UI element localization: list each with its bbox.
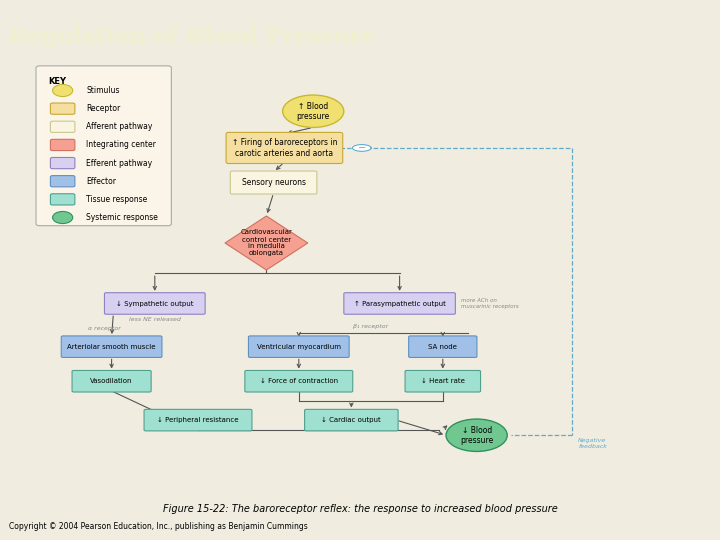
FancyBboxPatch shape bbox=[72, 370, 151, 392]
Text: ↓ Force of contraction: ↓ Force of contraction bbox=[260, 378, 338, 384]
Text: ↑ Firing of baroreceptors in
carotic arteries and aorta: ↑ Firing of baroreceptors in carotic art… bbox=[232, 138, 337, 158]
Text: Negative
feedback: Negative feedback bbox=[578, 438, 607, 449]
Text: Ventricular myocardium: Ventricular myocardium bbox=[257, 343, 341, 350]
Text: Cardiovascular
control center
in medulla
oblongata: Cardiovascular control center in medulla… bbox=[240, 230, 292, 256]
FancyBboxPatch shape bbox=[50, 176, 75, 187]
Text: ↑ Blood
pressure: ↑ Blood pressure bbox=[297, 102, 330, 121]
Text: Figure 15-22: The baroreceptor reflex: the response to increased blood pressure: Figure 15-22: The baroreceptor reflex: t… bbox=[163, 503, 557, 514]
FancyBboxPatch shape bbox=[305, 409, 398, 431]
FancyBboxPatch shape bbox=[104, 293, 205, 314]
Text: Sensory neurons: Sensory neurons bbox=[242, 178, 305, 187]
FancyBboxPatch shape bbox=[50, 139, 75, 151]
Text: ↓ Cardiac output: ↓ Cardiac output bbox=[322, 417, 381, 423]
FancyBboxPatch shape bbox=[344, 293, 455, 314]
Ellipse shape bbox=[53, 212, 73, 224]
Text: ↓ Heart rate: ↓ Heart rate bbox=[421, 378, 464, 384]
FancyBboxPatch shape bbox=[405, 370, 480, 392]
Text: Integrating center: Integrating center bbox=[86, 140, 156, 150]
Text: ↑ Parasympathetic output: ↑ Parasympathetic output bbox=[354, 300, 446, 307]
Text: less NE released: less NE released bbox=[129, 317, 181, 322]
Text: −: − bbox=[358, 143, 366, 153]
FancyBboxPatch shape bbox=[409, 336, 477, 357]
FancyBboxPatch shape bbox=[36, 66, 171, 226]
Text: Receptor: Receptor bbox=[86, 104, 121, 113]
FancyBboxPatch shape bbox=[50, 103, 75, 114]
Text: Copyright © 2004 Pearson Education, Inc., publishing as Benjamin Cummings: Copyright © 2004 Pearson Education, Inc.… bbox=[9, 522, 307, 531]
Ellipse shape bbox=[53, 84, 73, 97]
FancyBboxPatch shape bbox=[50, 194, 75, 205]
Text: SA node: SA node bbox=[428, 343, 457, 350]
Ellipse shape bbox=[446, 419, 508, 451]
FancyBboxPatch shape bbox=[248, 336, 349, 357]
FancyBboxPatch shape bbox=[245, 370, 353, 392]
Polygon shape bbox=[353, 145, 372, 151]
Text: more ACh on
muscarinic receptors: more ACh on muscarinic receptors bbox=[461, 298, 518, 309]
Text: α receptor: α receptor bbox=[88, 327, 121, 332]
FancyBboxPatch shape bbox=[50, 121, 75, 132]
Text: ↓ Blood
pressure: ↓ Blood pressure bbox=[460, 426, 493, 445]
FancyBboxPatch shape bbox=[61, 336, 162, 357]
Text: Systemic response: Systemic response bbox=[86, 213, 158, 222]
FancyBboxPatch shape bbox=[226, 132, 343, 164]
Text: Regulation of Blood Pressure: Regulation of Blood Pressure bbox=[9, 26, 374, 48]
Text: Arteriolar smooth muscle: Arteriolar smooth muscle bbox=[68, 343, 156, 350]
Text: β₁ receptor: β₁ receptor bbox=[354, 325, 388, 329]
Text: Vasodilation: Vasodilation bbox=[90, 378, 133, 384]
FancyBboxPatch shape bbox=[144, 409, 252, 431]
FancyBboxPatch shape bbox=[230, 171, 317, 194]
FancyBboxPatch shape bbox=[50, 158, 75, 168]
Text: ↓ Sympathetic output: ↓ Sympathetic output bbox=[116, 300, 194, 307]
Text: Afferent pathway: Afferent pathway bbox=[86, 122, 153, 131]
Text: ↓ Peripheral resistance: ↓ Peripheral resistance bbox=[157, 417, 239, 423]
Text: Tissue response: Tissue response bbox=[86, 195, 148, 204]
Ellipse shape bbox=[282, 95, 344, 127]
Text: Efferent pathway: Efferent pathway bbox=[86, 159, 153, 167]
Text: KEY: KEY bbox=[48, 77, 66, 86]
Text: Stimulus: Stimulus bbox=[86, 86, 120, 95]
Polygon shape bbox=[225, 216, 308, 270]
Text: Effector: Effector bbox=[86, 177, 117, 186]
